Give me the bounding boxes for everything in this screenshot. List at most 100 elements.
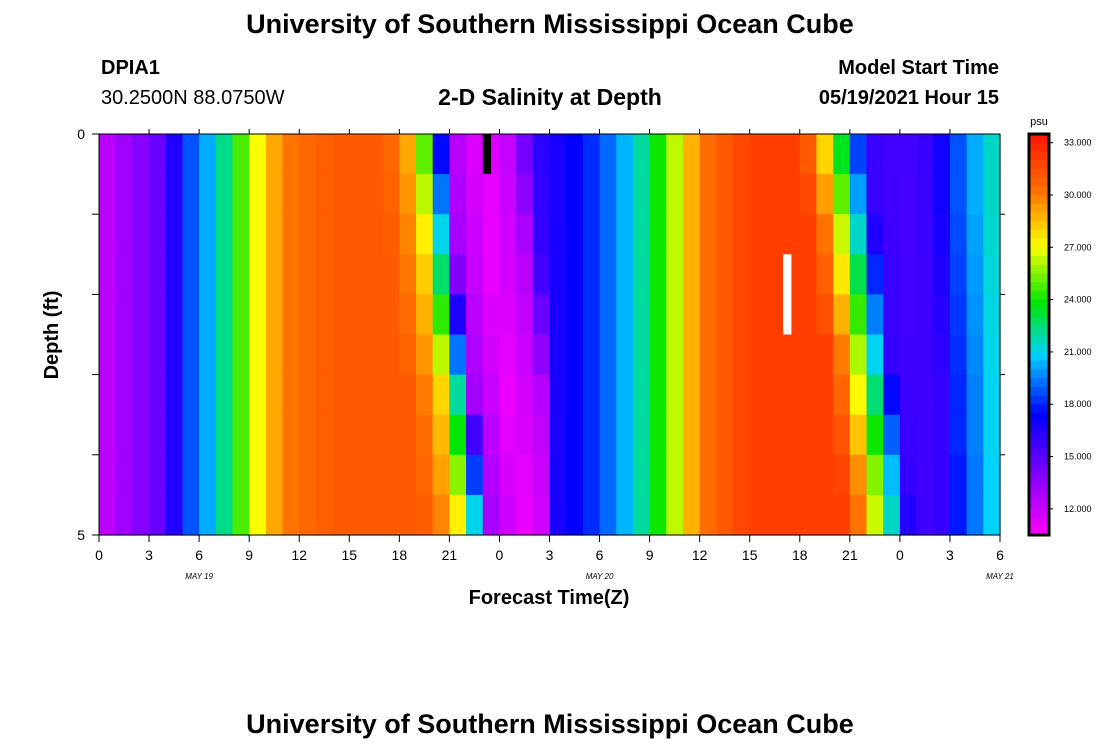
heatmap-cell [616, 294, 634, 336]
heatmap-cell [182, 134, 200, 175]
heatmap-cell [816, 374, 834, 416]
heatmap-cell [666, 374, 684, 416]
heatmap-cell [649, 374, 667, 416]
heatmap-cell [983, 454, 1001, 496]
heatmap-cell [199, 414, 217, 456]
x-tick-label: 3 [145, 547, 153, 563]
heatmap-cell [382, 134, 400, 175]
heatmap-cell [632, 174, 651, 215]
heatmap-cell [499, 214, 517, 255]
colorbar-swatch [1029, 500, 1049, 510]
heatmap-cell [249, 214, 267, 255]
colorbar-tick-label: 18.000 [1064, 399, 1092, 409]
heatmap-cells [99, 134, 1001, 536]
heatmap-cell [132, 294, 150, 336]
heatmap-cell [265, 254, 284, 295]
heatmap-cell [165, 294, 184, 336]
heatmap-cell [99, 494, 117, 536]
heatmap-cell [616, 254, 634, 295]
heatmap-cell [115, 454, 133, 496]
heatmap-cell [699, 294, 717, 336]
heatmap-cell [532, 254, 551, 295]
heatmap-cell [632, 214, 651, 255]
heatmap-cell [966, 454, 984, 496]
heatmap-cell [849, 334, 868, 376]
heatmap-cell [566, 414, 584, 456]
heatmap-cell [866, 174, 884, 215]
heatmap-cell [916, 134, 934, 175]
heatmap-marks [482, 134, 792, 335]
heatmap-cell [532, 414, 551, 456]
heatmap-cell [332, 294, 350, 336]
heatmap-cell [449, 214, 467, 255]
heatmap-cell [716, 214, 734, 255]
heatmap-cell [949, 454, 968, 496]
heatmap-cell [933, 214, 951, 255]
heatmap-cell [149, 214, 167, 255]
heatmap-cell [449, 174, 467, 215]
heatmap-cell [482, 174, 501, 215]
heatmap-cell [299, 334, 317, 376]
heatmap-cell [115, 174, 133, 215]
heatmap-cell [816, 494, 834, 536]
heatmap-cell [816, 294, 834, 336]
x-tick-label: 12 [692, 547, 708, 563]
heatmap-cell [165, 494, 184, 536]
heatmap-cell [499, 254, 517, 295]
heatmap-cell [516, 334, 534, 376]
x-tick-label: 6 [596, 547, 604, 563]
heatmap-cell [966, 254, 984, 295]
heatmap-cell [582, 134, 601, 175]
heatmap-cell [566, 374, 584, 416]
heatmap-cell [649, 294, 667, 336]
heatmap-cell [532, 454, 551, 496]
heatmap-cell [983, 374, 1001, 416]
heatmap-cell [132, 454, 150, 496]
heatmap-cell [265, 414, 284, 456]
heatmap-cell [949, 494, 968, 536]
heatmap-cell [682, 414, 701, 456]
heatmap-cell [466, 294, 484, 336]
heatmap-cell [532, 214, 551, 255]
x-tick-label: 9 [646, 547, 654, 563]
heatmap-cell [282, 454, 300, 496]
heatmap-cell [365, 334, 384, 376]
heatmap-cell [716, 254, 734, 295]
heatmap-cell [916, 214, 934, 255]
heatmap-cell [199, 174, 217, 215]
station-coordinates: 30.2500N 88.0750W [101, 87, 285, 109]
heatmap-cell [466, 334, 484, 376]
heatmap-cell [632, 494, 651, 536]
heatmap-cell [699, 454, 717, 496]
heatmap-cell [416, 294, 434, 336]
heatmap-cell [265, 214, 284, 255]
heatmap-cell [799, 254, 818, 295]
heatmap-cell [349, 414, 367, 456]
heatmap-cell [165, 374, 184, 416]
heatmap-cell [699, 494, 717, 536]
heatmap-cell [916, 174, 934, 215]
special-mark [482, 134, 492, 175]
heatmap-cell [799, 494, 818, 536]
heatmap-cell [649, 414, 667, 456]
heatmap-cell [199, 134, 217, 175]
heatmap-cell [149, 374, 167, 416]
heatmap-cell [916, 374, 934, 416]
heatmap-cell [983, 334, 1001, 376]
heatmap-cell [282, 254, 300, 295]
heatmap-cell [265, 334, 284, 376]
heatmap-cell [849, 414, 868, 456]
heatmap-cell [749, 334, 768, 376]
heatmap-cell [883, 374, 901, 416]
heatmap-cell [199, 294, 217, 336]
heatmap-cell [799, 334, 818, 376]
x-tick-label: 18 [792, 547, 808, 563]
x-tick-label: 0 [95, 547, 103, 563]
heatmap-cell [833, 134, 851, 175]
heatmap-cell [115, 334, 133, 376]
heatmap-cell [649, 134, 667, 175]
heatmap-cell [899, 374, 918, 416]
heatmap-cell [132, 334, 150, 376]
heatmap-cell [716, 414, 734, 456]
